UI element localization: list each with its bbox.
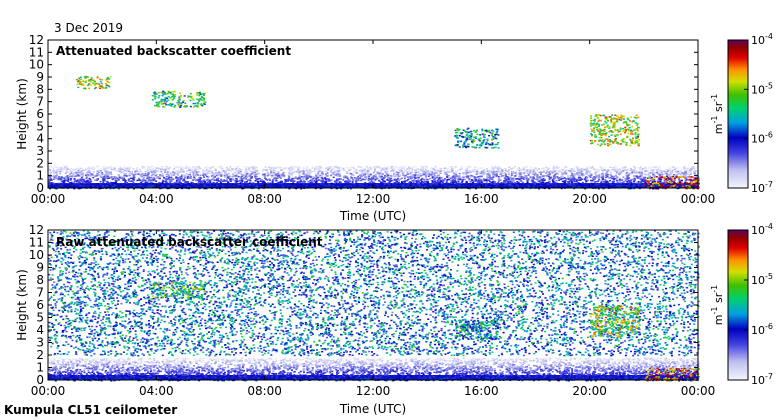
x-tick-label: 00:00 xyxy=(681,384,716,398)
colorbar-gradient xyxy=(727,39,749,189)
x-tick-label: 08:00 xyxy=(247,384,282,398)
x-tick-label: 16:00 xyxy=(464,384,499,398)
y-tick-label: 3 xyxy=(36,336,44,350)
y-tick-label: 6 xyxy=(36,107,44,121)
x-axis-label: Time (UTC) xyxy=(339,209,406,223)
y-tick-label: 8 xyxy=(36,82,44,96)
y-tick-label: 8 xyxy=(36,273,44,287)
cloud-region xyxy=(75,75,112,90)
cloud-region xyxy=(644,175,700,190)
colorbar: 10-4 10-5 10-6 10-7 m-1 sr-1 xyxy=(710,222,773,387)
y-tick-label: 12 xyxy=(29,33,44,47)
colorbar-tick-label: 10-4 xyxy=(751,32,773,47)
x-tick-label: 20:00 xyxy=(572,192,607,206)
colorbar-ticks: 10-4 10-5 10-6 10-7 xyxy=(744,32,773,195)
y-tick-label: 4 xyxy=(36,323,44,337)
x-tick-label: 12:00 xyxy=(356,384,391,398)
cloud-region xyxy=(151,90,207,109)
instrument-label: Kumpula CL51 ceilometer xyxy=(4,403,177,417)
y-tick-label: 7 xyxy=(36,95,44,109)
x-tick-label: 16:00 xyxy=(464,192,499,206)
raw-backscatter-heatmap xyxy=(48,230,700,382)
x-axis: 00:00 04:00 08:00 12:00 16:00 20:00 00:00 xyxy=(31,40,716,206)
y-tick-label: 5 xyxy=(36,311,44,325)
y-tick-label: 3 xyxy=(36,144,44,158)
plot-frame xyxy=(47,39,699,189)
colorbar-tick-label: 10-5 xyxy=(751,272,773,287)
y-tick-label: 1 xyxy=(36,169,44,183)
y-tick-label: 2 xyxy=(36,156,44,170)
x-tick-label: 04:00 xyxy=(139,384,174,398)
y-tick-label: 2 xyxy=(36,348,44,362)
colorbar-tick-label: 10-4 xyxy=(751,222,773,237)
boundary-layer-region xyxy=(48,357,700,382)
y-tick-label: 9 xyxy=(36,261,44,275)
y-tick-label: 0 xyxy=(36,181,44,195)
date-label: 3 Dec 2019 xyxy=(54,21,123,35)
cloud-region xyxy=(644,367,700,382)
x-axis: 00:00 04:00 08:00 12:00 16:00 20:00 00:00 xyxy=(31,230,716,398)
backscatter-heatmap xyxy=(48,75,700,190)
x-tick-label: 00:00 xyxy=(681,192,716,206)
x-tick-label: 00:00 xyxy=(31,192,66,206)
y-tick-label: 12 xyxy=(29,223,44,237)
cloud-region xyxy=(589,305,641,338)
colorbar-tick-label: 10-6 xyxy=(751,131,773,146)
y-tick-label: 7 xyxy=(36,286,44,300)
colorbar-gradient xyxy=(727,229,749,381)
y-tick-label: 10 xyxy=(29,248,44,262)
y-tick-label: 9 xyxy=(36,70,44,84)
colorbar-tick-label: 10-5 xyxy=(751,81,773,96)
colorbar: 10-4 10-5 10-6 10-7 m-1 sr-1 xyxy=(710,32,773,195)
cloud-region xyxy=(151,281,207,299)
y-tick-label: 5 xyxy=(36,119,44,133)
y-tick-label: 0 xyxy=(36,373,44,387)
y-tick-label: 11 xyxy=(29,236,44,250)
y-tick-label: 10 xyxy=(29,58,44,72)
cloud-region xyxy=(589,114,641,147)
y-tick-label: 6 xyxy=(36,298,44,312)
panel-title: Attenuated backscatter coefficient xyxy=(56,44,291,58)
colorbar-tick-label: 10-6 xyxy=(751,322,773,337)
colorbar-unit-label: m-1 sr-1 xyxy=(710,285,725,325)
y-tick-label: 11 xyxy=(29,45,44,59)
boundary-layer-region xyxy=(48,165,700,190)
cloud-region xyxy=(454,127,500,149)
panel-title: Raw attenuated backscatter coefficient xyxy=(56,235,323,249)
attenuated-backscatter-panel: 00:00 04:00 08:00 12:00 16:00 20:00 00:00 0123… xyxy=(15,32,773,223)
x-tick-label: 00:00 xyxy=(31,384,66,398)
y-tick-label: 4 xyxy=(36,132,44,146)
y-tick-label: 1 xyxy=(36,361,44,375)
x-tick-label: 20:00 xyxy=(572,384,607,398)
x-tick-label: 12:00 xyxy=(356,192,391,206)
y-axis-label: Height (km) xyxy=(15,78,29,149)
y-axis-label: Height (km) xyxy=(15,269,29,340)
colorbar-tick-label: 10-7 xyxy=(751,372,773,387)
x-tick-label: 04:00 xyxy=(139,192,174,206)
x-tick-label: 08:00 xyxy=(247,192,282,206)
raw-attenuated-backscatter-panel: 00:00 04:00 08:00 12:00 16:00 20:00 00:00 0123… xyxy=(15,222,773,416)
colorbar-ticks: 10-4 10-5 10-6 10-7 xyxy=(744,222,773,387)
colorbar-tick-label: 10-7 xyxy=(751,180,773,195)
cloud-region xyxy=(454,319,499,341)
colorbar-unit-label: m-1 sr-1 xyxy=(710,94,725,134)
x-axis-label: Time (UTC) xyxy=(339,402,406,416)
